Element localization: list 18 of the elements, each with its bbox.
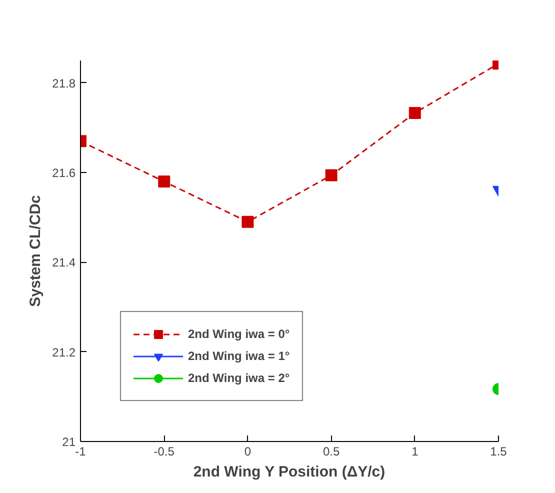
y-tick-label: 21.2 [52, 345, 76, 360]
legend-label: 2nd Wing iwa = 1° [188, 349, 290, 363]
x-tick-label: -0.5 [154, 444, 175, 458]
y-tick-label: 21.4 [52, 256, 76, 270]
x-tick-label: -1 [75, 444, 86, 458]
x-tick-label: 1.5 [490, 444, 508, 458]
y-tick-label: 21 [62, 435, 76, 449]
x-tick-label: 1 [412, 444, 419, 458]
x-axis-title: 2nd Wing Y Position (ΔY/c) [193, 464, 386, 480]
x-tick-label: 0.5 [322, 444, 340, 458]
legend-label: 2nd Wing iwa = 0° [188, 327, 290, 341]
y-tick-label: 21.8 [52, 76, 76, 90]
y-tick-label: 21.6 [52, 166, 76, 180]
y-axis-title: System CL/CDc [27, 195, 44, 307]
x-tick-label: 0 [244, 444, 252, 458]
legend-label: 2nd Wing iwa = 2° [188, 371, 290, 385]
point [242, 216, 254, 228]
point [325, 169, 338, 182]
